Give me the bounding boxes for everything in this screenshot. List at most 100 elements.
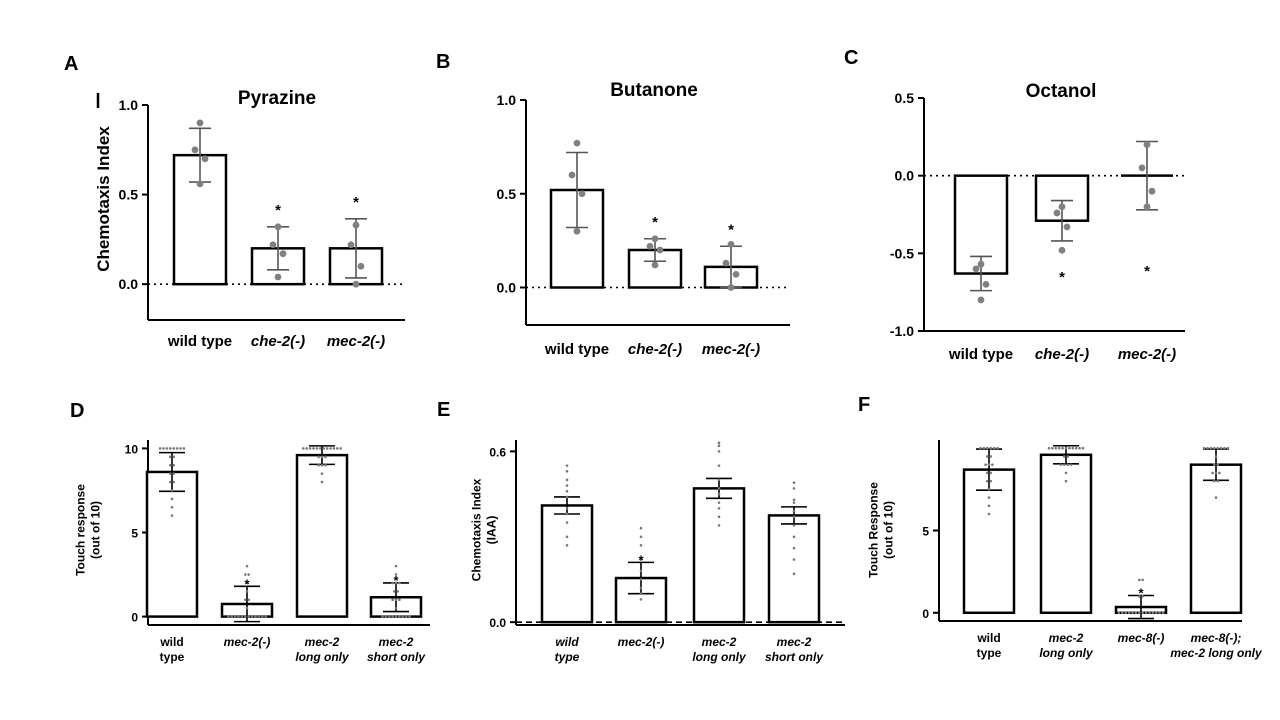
data-point — [1058, 246, 1066, 254]
y-tick-label: 0.5 — [497, 186, 517, 202]
data-point — [257, 615, 261, 618]
data-point — [1143, 203, 1151, 211]
data-point — [1138, 164, 1146, 172]
bar — [627, 248, 683, 289]
data-point — [274, 273, 282, 281]
data-point — [261, 615, 264, 618]
data-point — [169, 447, 172, 450]
data-point — [565, 464, 569, 467]
data-point — [717, 441, 721, 445]
chart-title: Butanone — [610, 80, 698, 101]
data-point — [646, 242, 654, 250]
x-category-label: mec-2(-) — [1118, 346, 1176, 363]
data-point — [1127, 611, 1131, 615]
bar — [145, 470, 199, 618]
y-axis-label: Touch Response — [867, 482, 881, 578]
bar — [767, 514, 821, 624]
data-point — [329, 447, 332, 450]
data-point — [165, 447, 169, 450]
data-point — [1138, 595, 1141, 598]
data-point — [398, 598, 401, 602]
data-point — [565, 489, 569, 493]
data-point — [987, 463, 991, 466]
data-point — [396, 590, 400, 593]
data-point — [717, 450, 721, 453]
significance-marker: * — [1138, 585, 1144, 600]
x-category-label: che-2(-) — [628, 341, 682, 358]
data-point — [639, 544, 643, 547]
data-point — [233, 615, 237, 618]
data-point — [201, 155, 209, 163]
data-point — [1209, 446, 1213, 450]
data-point — [732, 270, 740, 278]
x-category-label: mec-2(-) — [327, 333, 385, 350]
data-point — [1223, 446, 1226, 450]
data-point — [656, 246, 664, 254]
data-point — [347, 241, 355, 249]
data-point — [1206, 446, 1209, 450]
data-point — [1078, 446, 1081, 450]
data-point — [565, 512, 569, 516]
data-point — [1216, 479, 1219, 483]
data-point — [1134, 611, 1138, 615]
data-point — [172, 472, 175, 475]
significance-marker: * — [244, 576, 250, 591]
data-point — [175, 447, 179, 450]
bar — [1039, 453, 1093, 615]
data-point — [977, 296, 985, 304]
y-tick-label: 5 — [922, 525, 929, 539]
data-point — [179, 447, 182, 450]
y-tick-label: 0.0 — [489, 616, 506, 630]
chart-title: Octanol — [1026, 81, 1097, 102]
data-point — [391, 615, 394, 618]
data-point — [394, 606, 398, 610]
data-point — [182, 447, 186, 450]
data-point — [639, 586, 643, 590]
data-point — [717, 444, 721, 447]
y-tick-label: 1.0 — [119, 97, 139, 113]
data-point — [245, 590, 249, 593]
x-category-label: long only — [1039, 646, 1094, 660]
data-point — [1063, 463, 1066, 466]
y-tick-label: 0.0 — [895, 168, 915, 184]
data-point — [1138, 578, 1141, 582]
data-point — [1216, 463, 1219, 466]
data-point — [1213, 463, 1216, 466]
panel-b: B Butanone 0.0 0.5 1.0 wild type * che-2(-) * mec… — [436, 51, 790, 358]
data-point — [244, 615, 247, 618]
x-category-label: short only — [765, 650, 824, 664]
data-point — [1214, 496, 1218, 499]
x-category-label: mec-2(-) — [224, 635, 271, 649]
y-tick-label: 1.0 — [497, 92, 517, 108]
data-point — [336, 447, 339, 450]
significance-marker: * — [1144, 263, 1150, 280]
data-point — [317, 455, 320, 459]
data-point — [264, 615, 268, 618]
data-point — [987, 496, 991, 499]
y-tick-label: 0 — [922, 607, 929, 621]
data-point — [1051, 446, 1054, 450]
data-point — [172, 447, 175, 450]
y-tick-label: 5 — [131, 527, 138, 541]
data-point — [565, 478, 569, 482]
data-point — [387, 615, 391, 618]
data-point — [398, 615, 401, 618]
data-point — [1047, 446, 1051, 450]
data-point — [324, 463, 327, 467]
data-point — [247, 615, 250, 618]
data-point — [573, 227, 581, 235]
x-category-label: mec-8(-) — [1118, 631, 1165, 645]
x-category-label: wild — [976, 631, 1000, 645]
data-point — [172, 480, 175, 484]
data-point — [1211, 471, 1214, 475]
data-point — [394, 598, 398, 602]
data-point — [302, 447, 305, 450]
panel-letter: D — [70, 400, 84, 422]
data-point — [982, 446, 986, 450]
data-point — [1063, 455, 1066, 458]
data-point — [1151, 611, 1155, 615]
data-point — [391, 581, 394, 585]
data-point — [320, 463, 324, 467]
data-point — [1161, 611, 1165, 615]
data-point — [565, 507, 569, 510]
